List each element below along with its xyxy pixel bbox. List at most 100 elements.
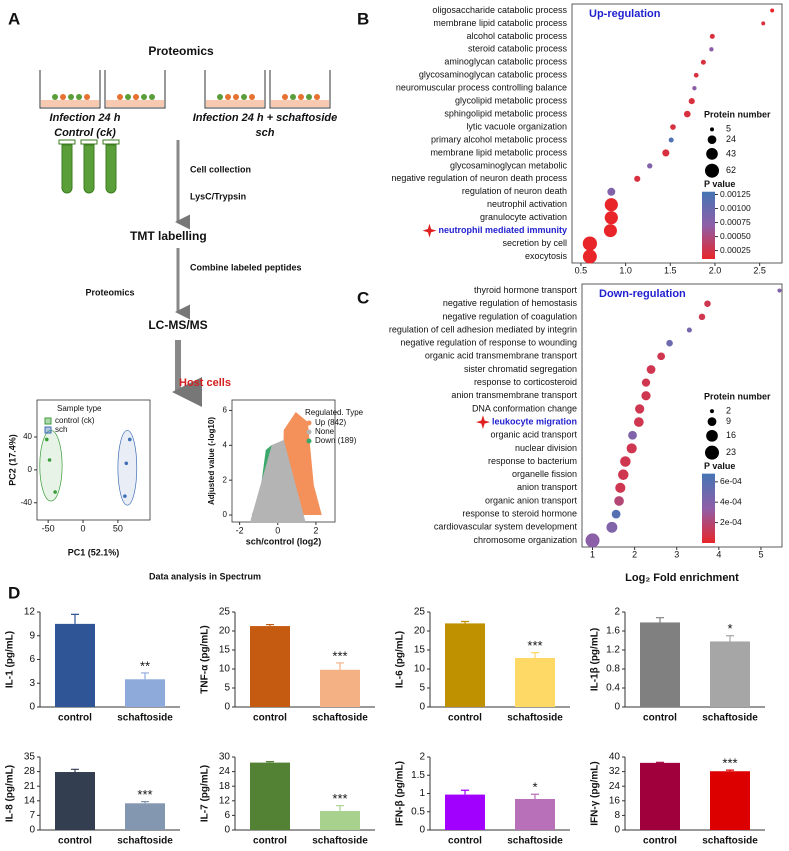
bar [125, 679, 165, 707]
category-label: lytic vacuole organization [466, 121, 567, 131]
size-legend-label: 62 [726, 165, 736, 175]
size-legend-dot [706, 148, 718, 160]
y-tick-label: 28 [24, 766, 36, 777]
significance: *** [332, 648, 347, 663]
category-label: control [643, 713, 677, 724]
category-label: alcohol catabolic process [466, 31, 567, 41]
category-label: response to bacterium [488, 456, 577, 466]
cloud-none [249, 440, 306, 524]
bar [640, 622, 680, 707]
legend-label: control (ck) [55, 416, 95, 425]
legend-label: Down (189) [315, 436, 357, 445]
legend-label: Up (842) [315, 418, 346, 427]
bar [125, 803, 165, 830]
panel-label: B [357, 9, 369, 28]
dot [634, 417, 644, 427]
x-tick-label: 4 [716, 549, 721, 559]
category-label: schaftoside [507, 836, 563, 847]
plot-frame [581, 283, 783, 548]
x-tick-label: -2 [236, 525, 244, 535]
category-label: organic acid transport [490, 430, 577, 440]
dot [777, 288, 782, 293]
category-label: schaftoside [702, 836, 758, 847]
category-label: membrane lipid catabolic process [433, 18, 567, 28]
panel-label: D [8, 583, 20, 602]
panel-label: C [357, 288, 369, 307]
y-tick-label: 32 [609, 766, 621, 777]
legend-swatch [306, 438, 312, 444]
category-label: secretion by cell [502, 238, 567, 248]
y-tick-label: 0 [223, 510, 228, 519]
error-bar [726, 635, 734, 642]
y-axis-label: IL-1β (pg/mL) [590, 628, 601, 691]
dot [635, 404, 645, 414]
colorbar-label: 0.00075 [720, 217, 751, 227]
x-axis-label: Log₂ Fold enrichment [625, 572, 739, 584]
error-bar [71, 768, 79, 773]
y-tick-label: 3 [29, 678, 35, 689]
error-bar [336, 805, 344, 812]
category-label: schaftoside [117, 713, 173, 724]
y-tick-label: -40 [20, 498, 32, 507]
dot [770, 8, 775, 13]
dot [683, 110, 691, 118]
group-label: sch [256, 127, 275, 139]
significance: * [727, 621, 732, 636]
category-label: neutrophil mediated immunity [438, 225, 567, 235]
highlight-star [422, 223, 437, 238]
y-axis-label: Adjusted value (-log10) [207, 417, 216, 505]
y-tick-label: 24 [219, 766, 231, 777]
category-label: membrane lipid metabolic process [430, 147, 567, 157]
x-tick-label: 1.0 [619, 265, 632, 275]
dot [761, 21, 766, 26]
category-label: chromosome organization [473, 535, 577, 545]
dot [628, 430, 637, 440]
panel-label: A [8, 9, 20, 28]
y-tick-label: 6 [29, 654, 35, 665]
legend-label: sch [55, 425, 67, 434]
legend-swatch [44, 417, 52, 425]
size-legend-dot [705, 163, 719, 178]
point [123, 494, 127, 498]
category-label: organic anion transport [485, 495, 578, 505]
legend-title: Regulated. Type [305, 408, 364, 417]
y-tick-label: 21 [24, 781, 36, 792]
size-legend-title: Protein number [704, 110, 771, 120]
y-tick-label: 0 [224, 825, 230, 836]
category-label: neuromuscular process controlling balanc… [396, 83, 567, 93]
y-tick-label: 0.8 [606, 664, 620, 675]
category-label: granulocyte activation [480, 212, 567, 222]
x-tick-label: 1.5 [664, 265, 677, 275]
error-bar [266, 761, 274, 763]
step: LysC/Trypsin [190, 191, 246, 201]
group-label: Control (ck) [54, 127, 116, 139]
dot [614, 496, 624, 506]
dot [686, 327, 692, 333]
x-tick-label: 5 [758, 549, 763, 559]
category-label: control [643, 836, 677, 847]
group-ellipse [39, 430, 63, 502]
heading: Proteomics [148, 44, 214, 58]
error-bar [461, 789, 469, 795]
bar [250, 626, 290, 707]
y-axis-label: IL-1 (pg/mL) [5, 631, 16, 688]
category-label: response to steroid hormone [462, 509, 577, 519]
size-legend-label: 2 [726, 406, 731, 416]
category-label: nuclear division [515, 443, 577, 453]
error-bar [461, 620, 469, 624]
error-bar [141, 672, 149, 680]
y-tick-label: 15 [219, 645, 231, 656]
colorbar-label: 0.00100 [720, 203, 751, 213]
y-axis-label: TNF-α (pg/mL) [200, 625, 211, 693]
y-tick-label: 6 [223, 406, 228, 415]
category-label: control [253, 713, 287, 724]
dot [698, 313, 706, 321]
category-label: sphingolipid metabolic process [444, 108, 567, 118]
y-tick-label: 2 [223, 475, 228, 484]
group-label: Infection 24 h [50, 112, 121, 124]
chart-title: Down-regulation [599, 288, 686, 300]
legend-swatch [306, 420, 312, 426]
dot [620, 456, 631, 467]
wells [39, 70, 331, 109]
